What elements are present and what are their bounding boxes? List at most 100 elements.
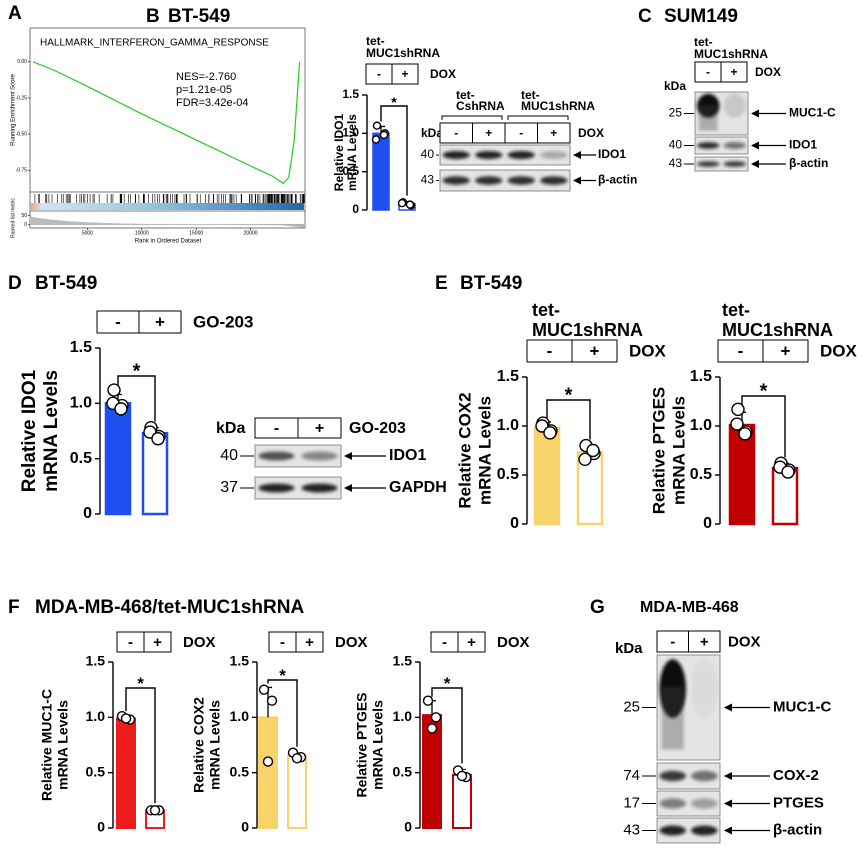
data-point <box>149 805 161 816</box>
y-tick-label: 1.0 <box>690 417 712 434</box>
y-tick-label: 0.00 <box>17 59 27 65</box>
protein-label: β-actin <box>789 156 828 170</box>
rank-strip <box>31 203 304 210</box>
y-tick-label: 0 <box>404 819 412 835</box>
band <box>697 161 720 167</box>
y-tick-label: 0.5 <box>342 164 359 178</box>
bar <box>116 717 136 829</box>
x-tick-label: 20000 <box>244 230 258 236</box>
blot-row <box>694 156 749 172</box>
band <box>659 825 686 836</box>
data-point <box>430 712 442 723</box>
kda-marker: 25 <box>669 106 683 120</box>
treatment-sign: - <box>738 341 744 360</box>
treatment-sign: - <box>442 634 447 651</box>
band <box>691 770 718 782</box>
y-tick-label: 0 <box>352 202 359 216</box>
significance: * <box>760 380 768 402</box>
panel-letter: C <box>638 6 652 27</box>
y-axis-label: Ranked list metric <box>10 198 16 238</box>
significance: * <box>279 666 286 685</box>
group-bracket <box>507 115 569 120</box>
significance-bracket <box>431 687 463 764</box>
treatment-sign: + <box>550 126 557 140</box>
treatment-label: DOX <box>755 65 781 79</box>
band <box>723 161 746 167</box>
ranked-metric <box>31 216 304 228</box>
y-tick-label: 1.5 <box>70 339 92 356</box>
significance-bracket <box>117 375 156 422</box>
y-tick-label: 1.5 <box>342 87 359 101</box>
treatment-label: DOX <box>578 126 604 140</box>
blot-row <box>439 144 571 166</box>
band <box>442 151 470 159</box>
data-point <box>262 756 274 767</box>
y-axis-label: mRNA Levels <box>475 396 494 505</box>
data-point <box>397 198 407 208</box>
y-axis-label: Relative PTGES <box>354 692 370 797</box>
data-point <box>371 135 381 144</box>
bar <box>258 716 278 829</box>
y-tick-label: -0.75 <box>16 168 28 174</box>
band <box>659 770 686 782</box>
protein-label: COX-2 <box>773 767 819 784</box>
data-point <box>372 121 382 130</box>
header: MUC1shRNA <box>532 320 643 340</box>
data-point <box>578 452 592 467</box>
y-tick-label: 0.5 <box>70 450 92 467</box>
data-point <box>731 402 745 417</box>
panel-title: BT-549 <box>460 273 522 294</box>
band <box>507 151 535 159</box>
group-label: tet- <box>521 88 540 102</box>
significance: * <box>444 674 451 693</box>
panel-letter: B <box>146 6 160 27</box>
band <box>301 483 338 493</box>
data-point <box>781 465 795 479</box>
treatment-sign: + <box>467 634 476 651</box>
y-axis-label: mRNA Levels <box>345 114 359 191</box>
significance: * <box>133 360 141 382</box>
treatment-sign: - <box>274 420 279 437</box>
y-axis-label: Relative MUC1-C <box>39 689 55 801</box>
panel-letter: D <box>8 273 22 294</box>
panel-title: BT-549 <box>35 273 97 294</box>
protein-label: IDO1 <box>389 447 426 464</box>
treatment-sign: - <box>454 126 458 140</box>
panel-letter: G <box>590 597 605 618</box>
treatment-sign: - <box>547 341 553 360</box>
plot-title: HALLMARK_INTERFERON_GAMMA_RESPONSE <box>40 38 269 49</box>
data-point <box>120 713 132 724</box>
treatment-label: DOX <box>728 633 761 650</box>
y-tick-label: 0.5 <box>393 763 413 779</box>
band <box>691 825 718 836</box>
kda-label: kDa <box>421 126 443 140</box>
treatment-sign: + <box>700 633 709 650</box>
treatment-sign: + <box>590 341 600 360</box>
panel-letter: F <box>8 597 20 618</box>
band <box>258 483 295 493</box>
y-axis-label: mRNA Levels <box>207 700 223 790</box>
blot-row <box>254 444 342 468</box>
data-point <box>456 770 468 782</box>
kda-marker: 17 <box>623 794 640 811</box>
y-tick-label: 0.5 <box>690 466 712 483</box>
treatment-label: DOX <box>335 634 368 651</box>
y-tick-label: 0 <box>510 515 519 532</box>
band <box>258 451 295 461</box>
data-point <box>114 402 128 416</box>
kda-marker: 43 <box>669 156 683 170</box>
data-point <box>738 427 752 441</box>
data-point <box>266 695 278 706</box>
band <box>442 176 470 185</box>
kda-marker: 40 <box>220 447 238 464</box>
blot-row <box>694 136 749 155</box>
significance-bracket <box>546 399 591 440</box>
y-axis-label: mRNA Levels <box>669 396 688 505</box>
y-tick-label: -0.50 <box>16 131 28 137</box>
group-bracket <box>441 115 503 120</box>
treatment-sign: - <box>670 633 675 650</box>
data-point <box>291 753 303 764</box>
data-point <box>107 383 121 397</box>
treatment-label: DOX <box>430 67 456 81</box>
protein-label: IDO1 <box>789 138 817 152</box>
